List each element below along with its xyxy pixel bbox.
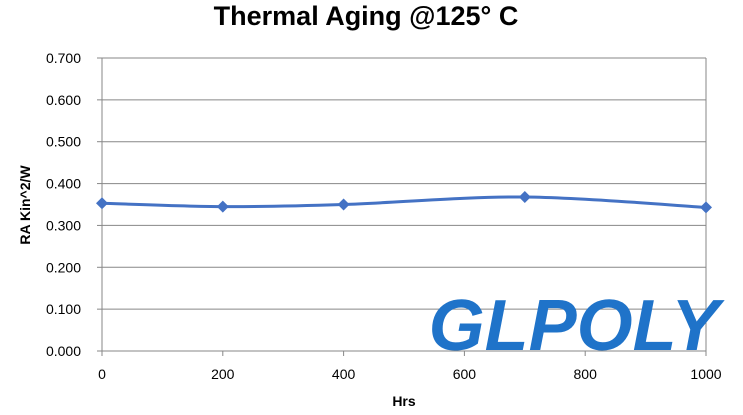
x-tick-label: 1000 xyxy=(690,366,721,382)
glpoly-watermark: GLPOLY xyxy=(429,286,726,366)
y-tick-label: 0.200 xyxy=(46,259,81,275)
x-axis-ticks: 0 200 400 600 800 1000 xyxy=(98,351,722,382)
y-tick-label: 0.300 xyxy=(46,217,81,233)
gridlines xyxy=(101,57,707,352)
y-tick-label: 0.100 xyxy=(46,301,81,317)
y-tick-label: 0.000 xyxy=(46,343,81,359)
y-axis-label: RA Kin^2/W xyxy=(17,165,33,245)
x-tick-label: 800 xyxy=(574,366,598,382)
y-tick-label: 0.400 xyxy=(46,176,81,192)
y-tick-label: 0.500 xyxy=(46,134,81,150)
data-point-marker xyxy=(337,198,350,211)
chart-title: Thermal Aging @125° C xyxy=(214,1,519,31)
y-axis-ticks: 0.000 0.100 0.200 0.300 0.400 0.500 0.600 0.700 xyxy=(46,50,102,359)
y-tick-label: 0.600 xyxy=(46,92,81,108)
x-axis-label: Hrs xyxy=(392,393,416,409)
series-line xyxy=(101,195,707,209)
data-point-marker xyxy=(216,200,229,213)
y-tick-label: 0.700 xyxy=(46,50,81,66)
data-point-marker xyxy=(700,201,712,214)
data-series xyxy=(96,190,712,214)
x-tick-label: 600 xyxy=(453,366,477,382)
x-tick-label: 200 xyxy=(211,366,235,382)
data-point-marker xyxy=(518,190,531,203)
data-point-marker xyxy=(96,197,108,210)
x-tick-label: 0 xyxy=(98,366,106,382)
x-tick-label: 400 xyxy=(332,366,356,382)
